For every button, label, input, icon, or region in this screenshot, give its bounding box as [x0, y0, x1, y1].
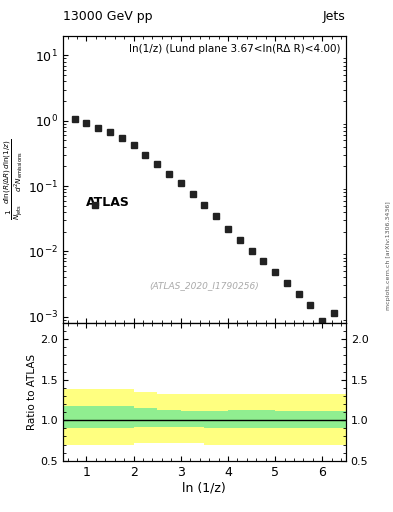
Text: mcplots.cern.ch [arXiv:1306.3436]: mcplots.cern.ch [arXiv:1306.3436]: [386, 202, 391, 310]
Text: Jets: Jets: [323, 10, 346, 23]
Text: 13000 GeV pp: 13000 GeV pp: [63, 10, 152, 23]
Text: (ATLAS_2020_I1790256): (ATLAS_2020_I1790256): [149, 281, 259, 290]
X-axis label: ln (1/z): ln (1/z): [182, 481, 226, 495]
Text: ln(1/z) (Lund plane 3.67<ln(RΔ R)<4.00): ln(1/z) (Lund plane 3.67<ln(RΔ R)<4.00): [129, 45, 340, 54]
Text: ATLAS: ATLAS: [86, 196, 129, 209]
Y-axis label: Ratio to ATLAS: Ratio to ATLAS: [28, 354, 37, 430]
Y-axis label: $\frac{1}{N_\mathrm{jets}} \frac{d\ln(R/\Delta R)\, d\ln(1/z)}{d^2 N_\mathrm{emi: $\frac{1}{N_\mathrm{jets}} \frac{d\ln(R/…: [3, 139, 25, 220]
